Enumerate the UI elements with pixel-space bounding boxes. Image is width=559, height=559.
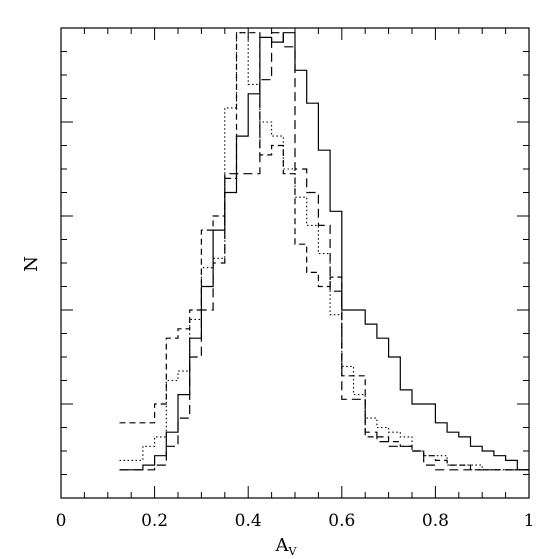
series-line-dotted — [119, 32, 529, 471]
x-tick-label: 1 — [524, 511, 535, 531]
x-tick-label: 0.6 — [328, 511, 355, 531]
series-layer — [119, 32, 529, 471]
x-axis-label: AV — [275, 535, 298, 558]
x-tick-label: 0.2 — [141, 511, 168, 531]
series-line-long-dash — [119, 32, 529, 471]
x-tick-label: 0.4 — [235, 511, 262, 531]
x-tick-label: 0.8 — [422, 511, 449, 531]
series-line-solid — [119, 32, 529, 471]
y-axis-label: N — [21, 256, 42, 272]
tick-marks — [60, 27, 530, 499]
series-line-short-dash — [119, 32, 529, 471]
x-tick-labels: 0 0.2 0.4 0.6 0.8 1 — [56, 511, 535, 531]
x-tick-label: 0 — [56, 511, 67, 531]
x-axis-label-main: A — [275, 535, 290, 556]
x-axis-label-subscript: V — [288, 545, 298, 558]
